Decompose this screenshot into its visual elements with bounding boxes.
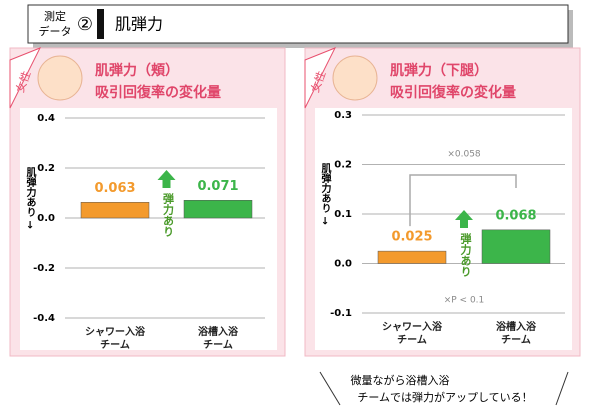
note-slash [555,371,569,406]
annotation: ×0.058 [447,150,481,160]
y-tick-label: -0.2 [33,263,55,274]
annotation: 弾力あり [162,192,175,237]
y-tick-label: 0.0 [37,213,55,224]
header-label: 測定 [44,9,66,23]
panel-subtitle: 吸引回復率の変化量 [95,84,221,101]
bracket [409,174,517,227]
y-tick-label: 0.4 [37,113,55,124]
y-axis-label: 肌弾力あり → [24,167,36,229]
note-slash [319,371,341,406]
panel-title: 肌弾力（頬） [95,62,179,79]
arrow [157,170,176,188]
x-tick-label: シャワー入浴 チーム [85,327,145,351]
note: チームでは弾力がアップしている！ [357,390,532,404]
annotation: ×P < 0.1 [444,296,485,306]
header-number: ② [77,14,93,35]
y-tick-label: -0.1 [330,308,352,319]
y-tick-label: 0.2 [37,163,55,174]
illustration [332,55,378,101]
badge-bg [304,47,337,109]
plot-bg [315,108,572,350]
x-tick-label: 浴槽入浴 チーム [496,322,536,346]
note: 微量ながら浴槽入浴 [351,373,450,387]
value-label: 0.071 [197,179,238,194]
header-box [27,4,569,44]
y-tick-label: 0.1 [334,209,352,220]
x-tick-label: シャワー入浴 チーム [382,322,442,346]
x-tick-label: 浴槽入浴 チーム [198,327,238,351]
arrow [455,210,473,228]
annotation: 弾力あり [459,232,472,277]
bar [377,250,447,264]
illustration [37,55,83,101]
panel-subtitle: 吸引回復率の変化量 [390,84,516,101]
bar [80,202,150,219]
plot-bg [20,108,277,350]
y-tick-label: 0.2 [334,160,352,171]
header-bar [97,9,104,39]
header-title: 肌弾力 [115,15,163,34]
value-label: 0.068 [495,208,536,223]
y-axis-label: 肌弾力あり → [319,163,331,225]
y-tick-label: -0.4 [33,313,55,324]
header-label: データ [39,24,72,38]
bar [481,229,551,264]
panel-title: 肌弾力（下腿） [390,62,488,79]
value-label: 0.063 [94,181,135,196]
bar [183,200,253,219]
y-tick-label: 0.0 [334,259,352,270]
badge-bg [9,47,42,109]
y-tick-label: 0.3 [334,110,352,121]
value-label: 0.025 [391,230,432,245]
